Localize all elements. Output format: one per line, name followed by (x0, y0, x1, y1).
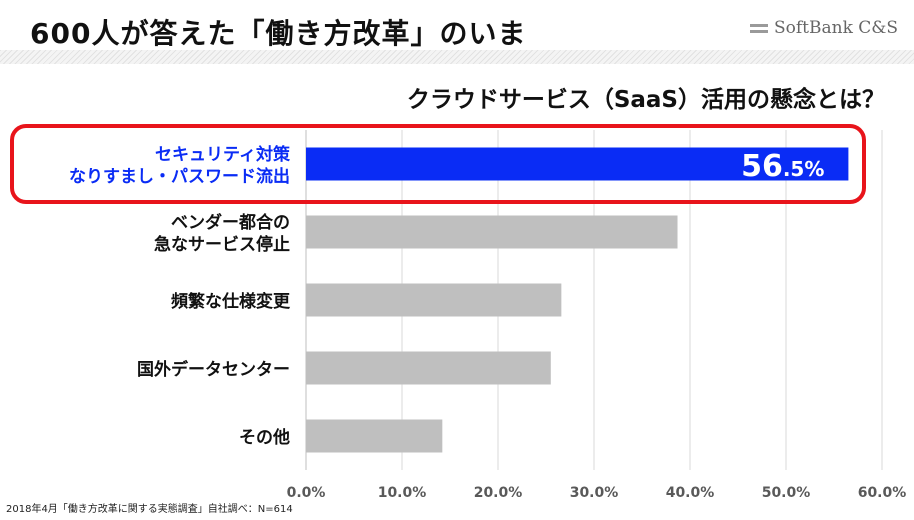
bar (306, 215, 678, 249)
x-tick-label: 60.0% (858, 485, 907, 501)
category-label: 国外データセンター (137, 359, 290, 380)
x-tick-label: 50.0% (762, 485, 811, 501)
bar-highlighted (306, 147, 849, 181)
category-label: その他 (239, 427, 290, 448)
logo-mark-icon (750, 23, 768, 33)
category-label: 頻繁な仕様変更 (170, 291, 291, 312)
x-tick-label: 0.0% (287, 485, 326, 501)
category-label: 急なサービス停止 (154, 234, 290, 255)
softbank-logo: SoftBank C&S (750, 18, 898, 38)
bar (306, 351, 551, 385)
footnote: 2018年4月「働き方改革に関する実態調査」自社調べ：N=614 (6, 504, 293, 515)
chart-title: クラウドサービス（SaaS）活用の懸念とは？ (406, 87, 885, 113)
highlight-box (10, 124, 866, 204)
x-tick-label: 10.0% (378, 485, 427, 501)
category-label: なりすまし・パスワード流出 (69, 166, 290, 187)
x-tick-label: 30.0% (570, 485, 619, 501)
data-label: 56.5% (741, 149, 824, 184)
bar (306, 419, 443, 453)
category-label: セキュリティ対策 (155, 144, 291, 165)
header-divider (0, 50, 914, 64)
logo-text: SoftBank C&S (774, 18, 899, 38)
bar (306, 283, 562, 317)
x-tick-label: 40.0% (666, 485, 715, 501)
x-tick-label: 20.0% (474, 485, 523, 501)
page-title: 600人が答えた「働き方改革」のいま (30, 17, 527, 50)
category-label: ベンダー都合の (171, 212, 290, 233)
